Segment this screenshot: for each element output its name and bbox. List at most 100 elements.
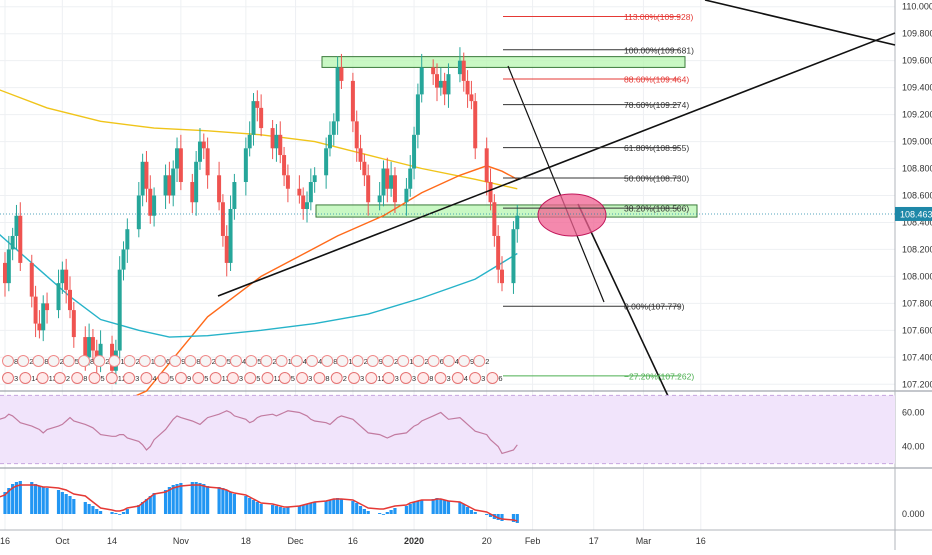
candle-body bbox=[41, 303, 46, 331]
candle bbox=[465, 70, 470, 108]
event-flag-icon bbox=[199, 355, 212, 367]
candle bbox=[381, 160, 386, 207]
candle bbox=[71, 302, 76, 348]
candle-body bbox=[255, 101, 260, 108]
time-tick-label: Mar bbox=[636, 536, 652, 546]
fibonacci-retracement[interactable]: 113.00%(109.928) 100.00%(109.681) 88.60%(1… bbox=[503, 12, 694, 381]
macd-histogram-bar bbox=[56, 490, 61, 514]
candle-body bbox=[232, 182, 237, 209]
candle-body bbox=[144, 161, 149, 189]
candle bbox=[438, 67, 443, 96]
macd-histogram-bar bbox=[3, 492, 7, 514]
event-flag-icon bbox=[473, 355, 486, 367]
price-axis[interactable]: 110.000 109.800 109.600 109.400 109.200 109.0… bbox=[0, 2, 932, 390]
event-count-label: 9 bbox=[181, 357, 185, 366]
candle-body bbox=[45, 303, 50, 311]
macd-histogram-bar bbox=[232, 494, 236, 514]
event-count-label: 12 bbox=[377, 374, 385, 383]
rsi-tick-label: 60.00 bbox=[902, 407, 925, 417]
macd-histogram-bar bbox=[381, 514, 386, 515]
macd-histogram-bar bbox=[141, 502, 145, 514]
macd-histogram-bar bbox=[217, 487, 221, 514]
candle bbox=[412, 126, 417, 180]
candle bbox=[335, 56, 340, 135]
event-flag-icon bbox=[230, 355, 242, 367]
rsi-pane[interactable]: 60.00 40.00 bbox=[0, 394, 925, 465]
candle bbox=[419, 53, 424, 103]
macd-histogram-bar bbox=[416, 501, 420, 514]
candle bbox=[354, 110, 359, 162]
candle bbox=[167, 161, 172, 204]
candle bbox=[461, 52, 466, 92]
candle-body bbox=[488, 182, 493, 203]
event-flag-icon bbox=[451, 372, 464, 384]
macd-histogram-bar bbox=[110, 512, 114, 514]
candle-body bbox=[350, 80, 355, 122]
candlesticks[interactable] bbox=[0, 47, 520, 385]
time-axis[interactable]: 16 Oct 14 Nov 18 Dec 16 2020 20 Feb 17 Mar 16 bbox=[0, 536, 706, 546]
macd-histogram-bar bbox=[278, 507, 282, 514]
event-count-label: 3 bbox=[360, 374, 364, 383]
candle bbox=[194, 151, 199, 216]
candle bbox=[499, 256, 504, 292]
event-count-label: 2 bbox=[394, 357, 398, 366]
macd-histogram-bar bbox=[163, 490, 168, 514]
candle-body bbox=[56, 283, 61, 311]
candle bbox=[29, 254, 34, 308]
price-tick-label: 110.000 bbox=[902, 2, 932, 12]
event-count-label: 3 bbox=[395, 374, 399, 383]
macd-pane[interactable]: 0.000 bbox=[0, 481, 925, 523]
macd-histogram-bar bbox=[339, 499, 344, 514]
macd-histogram-bar bbox=[378, 513, 382, 514]
event-count-label: 2 bbox=[136, 357, 140, 366]
event-count-label: 3 bbox=[481, 374, 485, 383]
event-flag-icon bbox=[47, 355, 60, 367]
candle bbox=[45, 292, 50, 324]
event-flag-icon bbox=[192, 372, 205, 384]
event-flag-icon bbox=[154, 355, 166, 367]
macd-histogram-bar bbox=[469, 510, 474, 514]
event-flag-icon bbox=[382, 372, 395, 384]
candle bbox=[431, 59, 436, 85]
macd-histogram-bar bbox=[443, 500, 447, 514]
time-tick-label: 16 bbox=[348, 536, 358, 546]
event-count-label: 3 bbox=[308, 374, 312, 383]
candle bbox=[496, 225, 501, 284]
event-flag-icon bbox=[261, 372, 274, 384]
event-count-label: 8 bbox=[14, 357, 18, 366]
event-flag-icon bbox=[32, 355, 45, 367]
candle-body bbox=[3, 262, 7, 284]
candle-body bbox=[33, 296, 38, 324]
event-flag-icon bbox=[169, 355, 182, 367]
event-count-label: 5 bbox=[204, 374, 208, 383]
economic-event-markers[interactable]: 8282582132126982545210448152921526492314… bbox=[2, 355, 503, 384]
fib-level-label: 113.00%(109.928) bbox=[624, 12, 693, 22]
candle-body bbox=[301, 195, 306, 209]
event-flag-icon bbox=[78, 355, 90, 367]
event-count-label: 13 bbox=[222, 374, 230, 383]
candle-body bbox=[469, 94, 474, 102]
time-tick-label: 17 bbox=[589, 536, 599, 546]
macd-histogram-bar bbox=[389, 510, 393, 514]
event-count-label: 2 bbox=[105, 357, 109, 366]
candle-body bbox=[29, 262, 34, 297]
candle-body bbox=[217, 175, 222, 203]
event-flag-icon bbox=[427, 355, 440, 367]
candle bbox=[442, 72, 447, 106]
trendline-drawings[interactable] bbox=[217, 0, 896, 397]
event-count-label: 3 bbox=[412, 374, 416, 383]
macd-histogram-bar bbox=[125, 509, 129, 514]
candle bbox=[404, 177, 409, 216]
candle bbox=[278, 121, 283, 164]
candle-body bbox=[6, 249, 11, 284]
macd-histogram-bar bbox=[286, 507, 290, 514]
event-count-label: 9 bbox=[379, 357, 383, 366]
time-tick-label: Dec bbox=[288, 536, 305, 546]
candle-body bbox=[312, 175, 317, 183]
macd-histogram-bar bbox=[458, 502, 462, 514]
candle bbox=[392, 167, 397, 214]
time-tick-label: Oct bbox=[55, 536, 70, 546]
candle bbox=[484, 137, 489, 196]
